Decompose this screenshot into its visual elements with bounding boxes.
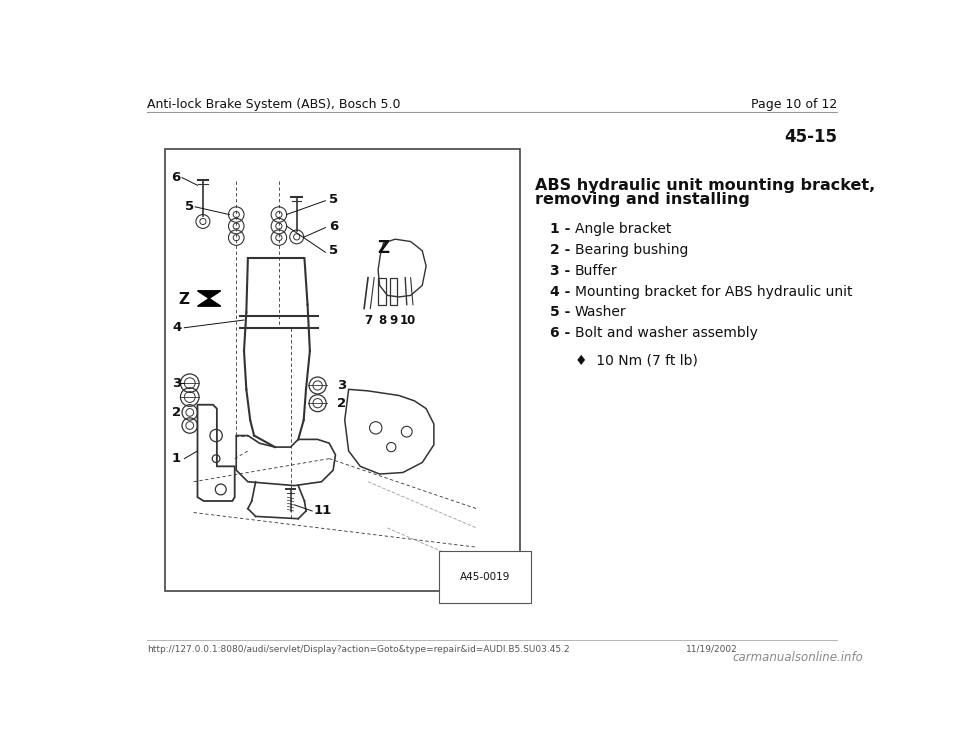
Text: Anti-lock Brake System (ABS), Bosch 5.0: Anti-lock Brake System (ABS), Bosch 5.0: [147, 98, 400, 111]
Text: Angle bracket: Angle bracket: [575, 223, 671, 236]
Text: Z: Z: [178, 292, 189, 307]
Text: 4: 4: [172, 321, 181, 334]
Text: 6 -: 6 -: [550, 326, 570, 340]
Text: Washer: Washer: [575, 306, 627, 319]
Text: Z: Z: [377, 239, 390, 257]
Text: 2: 2: [172, 406, 181, 419]
Text: 8: 8: [378, 314, 386, 327]
Text: 1: 1: [172, 452, 181, 465]
Text: 45-15: 45-15: [784, 128, 837, 145]
Text: 11/19/2002: 11/19/2002: [685, 645, 737, 654]
Text: 4 -: 4 -: [550, 285, 570, 298]
Text: 10: 10: [400, 314, 417, 327]
Text: 6: 6: [329, 220, 339, 232]
Text: Mounting bracket for ABS hydraulic unit: Mounting bracket for ABS hydraulic unit: [575, 285, 852, 298]
Text: 2: 2: [337, 397, 347, 410]
Text: 7: 7: [364, 314, 372, 327]
Text: A45-0019: A45-0019: [460, 572, 511, 582]
Text: 3 -: 3 -: [550, 264, 570, 278]
Text: 5 -: 5 -: [550, 306, 570, 319]
Text: 3: 3: [172, 377, 181, 390]
Text: 5: 5: [184, 200, 194, 214]
Text: 11: 11: [314, 505, 332, 517]
Text: Page 10 of 12: Page 10 of 12: [751, 98, 837, 111]
Bar: [378, 278, 386, 305]
Text: carmanualsonline.info: carmanualsonline.info: [732, 651, 863, 664]
Text: Bearing bushing: Bearing bushing: [575, 243, 688, 257]
Text: http://127.0.0.1:8080/audi/servlet/Display?action=Goto&type=repair&id=AUDI.B5.SU: http://127.0.0.1:8080/audi/servlet/Displ…: [147, 645, 569, 654]
Text: 5: 5: [329, 244, 338, 257]
Text: 6: 6: [171, 171, 180, 184]
Text: 9: 9: [390, 314, 397, 327]
Bar: [165, 149, 520, 591]
Text: 1 -: 1 -: [550, 223, 570, 236]
Text: 5: 5: [329, 193, 338, 206]
Polygon shape: [198, 291, 221, 306]
Text: ABS hydraulic unit mounting bracket,: ABS hydraulic unit mounting bracket,: [535, 177, 875, 193]
Text: Bolt and washer assembly: Bolt and washer assembly: [575, 326, 757, 340]
Text: removing and installing: removing and installing: [535, 192, 750, 207]
Text: Buffer: Buffer: [575, 264, 617, 278]
Bar: [390, 278, 397, 305]
Text: 2 -: 2 -: [550, 243, 570, 257]
Text: 3: 3: [337, 379, 347, 392]
Text: ♦  10 Nm (7 ft lb): ♦ 10 Nm (7 ft lb): [575, 353, 698, 367]
